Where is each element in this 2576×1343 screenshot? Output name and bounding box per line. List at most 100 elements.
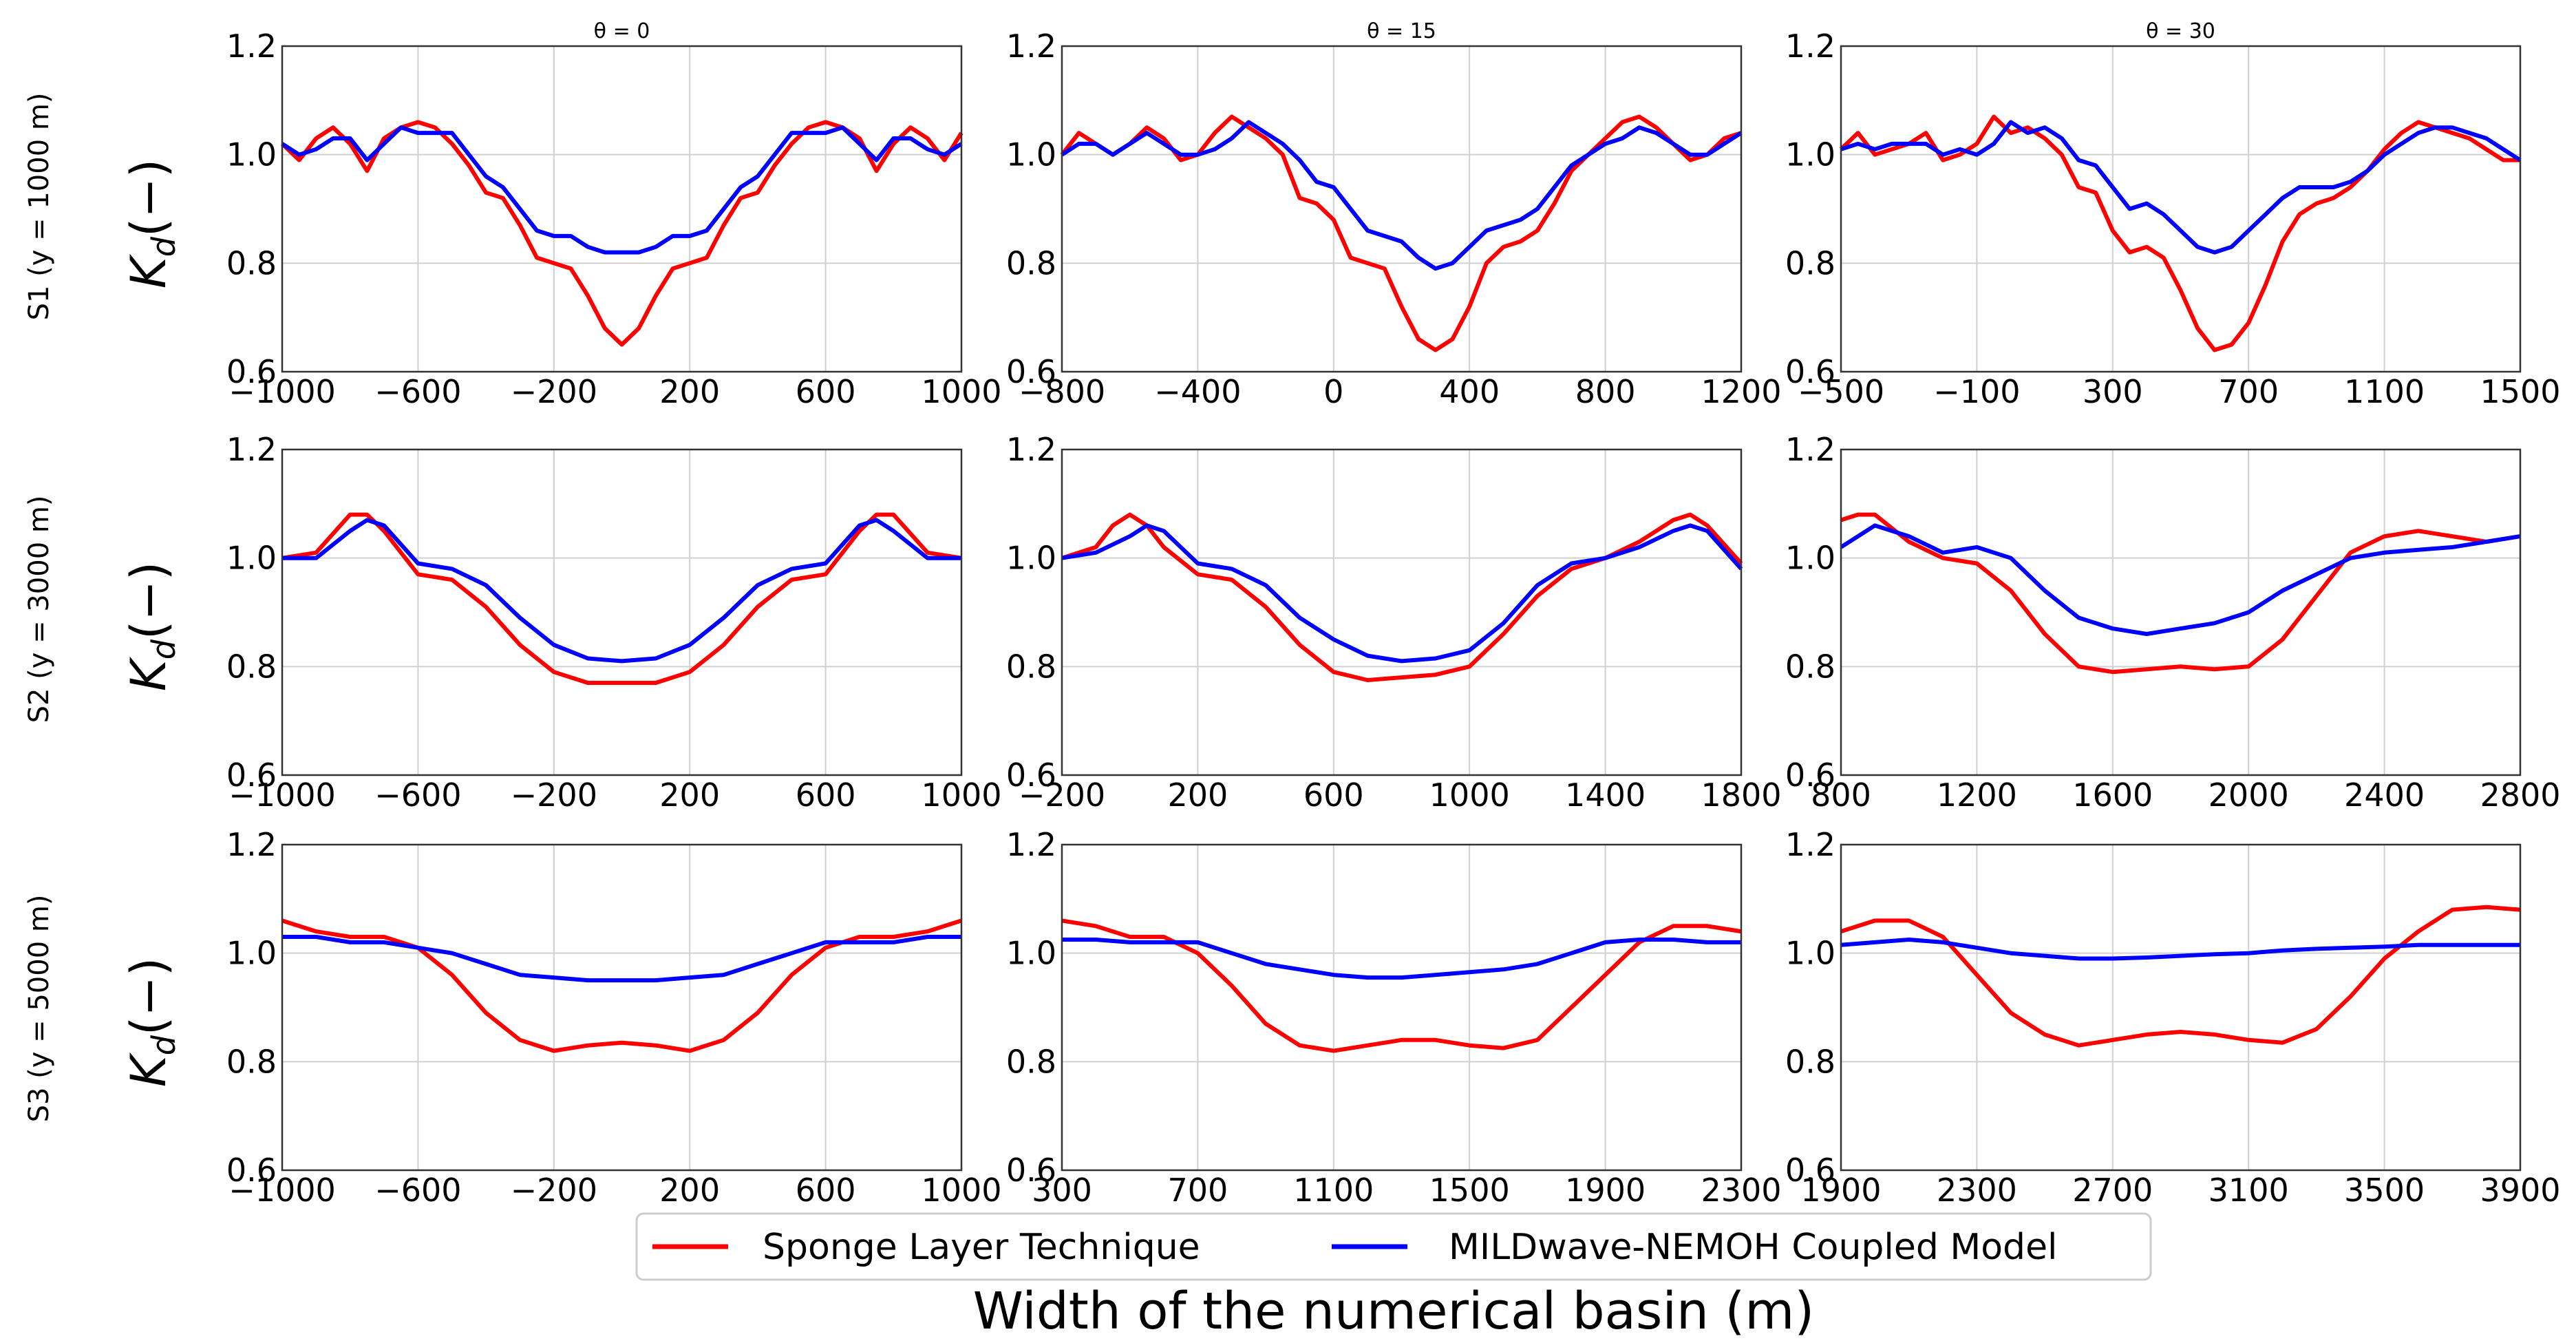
series-line-mildwave	[282, 518, 961, 664]
plot-frame	[1061, 448, 1743, 776]
x-tick-label: 2700	[2072, 1172, 2153, 1209]
x-tick-label: 0	[1323, 373, 1343, 410]
y-tick-label: 1.2	[226, 28, 277, 65]
x-tick-label: 1900	[1565, 1172, 1646, 1209]
panel-title: θ = 15	[1367, 19, 1436, 43]
x-tick-label: 1000	[921, 776, 1001, 814]
x-tick-label: 1800	[1701, 776, 1781, 814]
y-tick-label: 1.2	[1785, 826, 1835, 863]
x-tick-label: 2800	[2480, 776, 2560, 814]
y-tick-label: 1.0	[226, 136, 277, 173]
x-tick-label: 600	[796, 373, 856, 410]
x-tick-label: 2300	[1701, 1172, 1781, 1209]
x-tick-label: 300	[2083, 373, 2143, 410]
x-tick-label: 200	[659, 1172, 720, 1209]
x-tick-label: 1000	[921, 1172, 1001, 1209]
x-tick-label: −600	[374, 1172, 461, 1209]
legend-label-sponge: Sponge Layer Technique	[763, 1227, 1200, 1268]
x-tick-label: −200	[511, 1172, 597, 1209]
y-tick-label: 0.6	[1785, 1152, 1835, 1189]
x-tick-label: 3100	[2208, 1172, 2289, 1209]
y-axis-label-row-1: Kd(−)	[120, 159, 182, 288]
y-tick-label: 0.8	[1785, 1043, 1835, 1080]
y-tick-label: 1.2	[1006, 28, 1056, 65]
x-tick-label: −600	[374, 776, 461, 814]
y-axis-label-row-3: Kd(−)	[120, 958, 182, 1087]
x-tick-label: −600	[374, 373, 461, 410]
subplot-r2-c2: −200 200 600 1000 1400 1800 0.6 0.8 1.0 1.2	[1006, 431, 1782, 814]
x-tick-label: −200	[1019, 776, 1105, 814]
series-line-mildwave	[1840, 938, 2520, 961]
y-tick-label: 1.0	[1785, 136, 1835, 173]
y-tick-label: 0.6	[1006, 1152, 1056, 1189]
y-tick-label: 0.6	[226, 757, 277, 794]
x-tick-label: −1000	[228, 776, 336, 814]
series-line-sponge	[1840, 905, 2521, 1048]
row-label-s3: S3 (y = 5000 m)	[23, 895, 55, 1123]
plot-frame	[281, 843, 963, 1172]
panel-title: θ = 30	[2146, 19, 2215, 43]
y-tick-label: 1.0	[226, 540, 277, 577]
plot-frame	[281, 448, 963, 776]
y-tick-label: 1.2	[1006, 431, 1056, 468]
y-tick-label: 0.6	[1785, 353, 1835, 390]
x-tick-label: 600	[1303, 776, 1364, 814]
x-tick-label: −100	[1933, 373, 2020, 410]
x-tick-label: 3500	[2344, 1172, 2425, 1209]
panel-title: θ = 0	[594, 19, 650, 43]
y-axis-label-text: Kd(−)	[120, 958, 182, 1087]
x-tick-label: 600	[796, 776, 856, 814]
x-tick-label: 2300	[1937, 1172, 2017, 1209]
subplot-r1-c3: −500 −100 300 700 1100 1500 0.6 0.8 1.0 1.2 θ = 30	[1785, 19, 2561, 410]
plot-frame	[1061, 45, 1743, 373]
y-tick-label: 1.2	[226, 431, 277, 468]
row-label-s2: S2 (y = 3000 m)	[23, 496, 55, 723]
series-line-mildwave	[1840, 523, 2521, 636]
x-tick-label: −200	[511, 373, 597, 410]
y-tick-label: 0.8	[226, 1043, 277, 1080]
series-line-mildwave	[281, 125, 963, 255]
x-tick-label: 1400	[1565, 776, 1646, 814]
x-tick-label: 200	[659, 776, 720, 814]
x-tick-label: −200	[511, 776, 597, 814]
y-tick-label: 1.2	[1006, 826, 1056, 863]
x-tick-label: 3900	[2480, 1172, 2560, 1209]
y-tick-label: 0.8	[1006, 1043, 1056, 1080]
series-line-mildwave	[1062, 938, 1741, 980]
x-tick-label: 1100	[2344, 373, 2425, 410]
y-tick-label: 0.8	[226, 648, 277, 685]
x-tick-label: 300	[1032, 1172, 1092, 1209]
x-tick-label: 1900	[1800, 1172, 1881, 1209]
y-axis-label-row-2: Kd(−)	[120, 562, 182, 691]
series-line-mildwave	[282, 935, 961, 983]
y-tick-label: 1.0	[1785, 935, 1835, 972]
x-tick-label: 200	[1167, 776, 1228, 814]
y-tick-label: 1.0	[226, 935, 277, 972]
plot-frame	[1840, 448, 2522, 776]
y-tick-label: 1.0	[1006, 136, 1056, 173]
y-tick-label: 0.8	[1006, 244, 1056, 282]
series-line-mildwave	[1061, 523, 1743, 664]
x-tick-label: 400	[1439, 373, 1500, 410]
x-tick-label: −400	[1154, 373, 1241, 410]
subplot-r3-c3: 1900 2300 2700 3100 3500 3900 0.6 0.8 1.0 1.2	[1785, 826, 2561, 1209]
x-tick-label: 1200	[1701, 373, 1781, 410]
y-tick-label: 0.8	[1785, 244, 1835, 282]
y-tick-label: 0.6	[1785, 757, 1835, 794]
y-tick-label: 1.2	[226, 826, 277, 863]
row-label-s1: S1 (y = 1000 m)	[23, 93, 55, 321]
x-tick-label: 2400	[2344, 776, 2425, 814]
x-tick-label: 700	[1167, 1172, 1228, 1209]
x-tick-label: 700	[2218, 373, 2279, 410]
series-line-sponge	[1839, 114, 2520, 352]
y-tick-label: 1.0	[1006, 935, 1056, 972]
x-tick-label: 1000	[1429, 776, 1510, 814]
subplot-r1-c2: −800 −400 0 400 800 1200 0.6 0.8 1.0 1.2 θ = 15	[1006, 19, 1782, 410]
y-tick-label: 0.6	[226, 353, 277, 390]
x-tick-label: 200	[659, 373, 720, 410]
y-tick-label: 1.0	[1785, 540, 1835, 577]
y-axis-label-text: Kd(−)	[120, 159, 182, 288]
series-line-sponge	[1840, 512, 2521, 675]
